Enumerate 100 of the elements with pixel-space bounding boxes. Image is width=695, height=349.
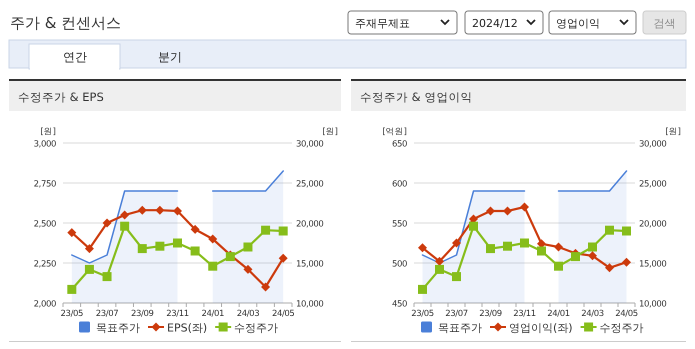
y2-tick-label: 25,000: [639, 180, 666, 190]
point: [84, 264, 94, 274]
x-tick-label: 23/09: [131, 309, 154, 319]
y2-tick-label: 20,000: [296, 220, 324, 230]
text: 검색: [654, 17, 676, 30]
y2-tick-label: 25,000: [296, 180, 324, 190]
point: [486, 206, 495, 216]
point: [605, 226, 614, 235]
y-tick-label: 500: [392, 260, 407, 270]
point: [452, 238, 461, 248]
point: [520, 238, 529, 248]
y2-axis-title: [원]: [322, 127, 338, 137]
point: [554, 242, 563, 252]
chart-title: 수정주가 & 영업이익: [360, 90, 472, 104]
point: [190, 224, 200, 234]
point: [503, 206, 512, 216]
y-tick-label: 2,250: [34, 260, 56, 270]
x-tick-label: 23/05: [60, 309, 84, 319]
x-tick-label: 24/05: [615, 309, 638, 319]
y2-tick-label: 15,000: [639, 260, 666, 270]
y2-tick-label: 15,000: [296, 260, 324, 270]
point: [261, 226, 270, 235]
point: [138, 206, 147, 215]
point: [120, 222, 130, 231]
point: [486, 244, 495, 254]
y-tick-label: 2,750: [34, 180, 56, 190]
point: [208, 234, 218, 244]
x-tick-label: 24/05: [272, 309, 294, 319]
x-tick-label: 23/11: [513, 309, 536, 319]
point: [155, 242, 164, 251]
point: [102, 218, 112, 228]
point: [571, 252, 580, 262]
x-tick-label: 23/09: [479, 309, 502, 319]
x-tick-label: 24/03: [581, 309, 604, 319]
point: [120, 210, 130, 220]
text: 분기: [158, 50, 182, 64]
point: [243, 242, 252, 252]
legend-label: 목표주가: [438, 322, 482, 334]
x-tick-label: 24/01: [201, 309, 224, 319]
point: [84, 244, 94, 254]
point: [278, 226, 288, 236]
point: [435, 256, 444, 266]
chart-title: 수정주가 & EPS: [18, 90, 104, 104]
point: [418, 243, 427, 252]
x-tick-label: 24/03: [236, 309, 260, 319]
y2-tick-label: 30,000: [639, 140, 666, 150]
point: [190, 246, 200, 256]
point: [588, 242, 597, 252]
y-tick-label: 600: [392, 180, 407, 190]
point: [173, 238, 182, 248]
point: [261, 282, 270, 292]
text: 연간: [63, 50, 87, 64]
y-tick-label: 650: [392, 140, 407, 150]
point: [67, 228, 76, 238]
point: [520, 202, 529, 212]
legend-label: 수정주가: [600, 322, 644, 334]
x-tick-label: 23/07: [96, 309, 118, 319]
point: [278, 254, 288, 263]
x-tick-label: 24/01: [547, 309, 570, 319]
y2-axis-title: [원]: [665, 127, 681, 137]
point: [102, 272, 112, 282]
point: [173, 206, 182, 216]
y-axis-title: [원]: [40, 127, 56, 137]
legend-label: 수정주가: [234, 322, 278, 334]
point: [622, 226, 631, 236]
point: [138, 244, 147, 254]
point: [243, 264, 252, 274]
y2-tick-label: 30,000: [296, 140, 324, 150]
y-tick-label: 450: [392, 300, 407, 310]
x-tick-label: 23/07: [445, 309, 468, 319]
point: [469, 222, 478, 231]
y2-tick-label: 10,000: [639, 300, 666, 310]
y-tick-label: 550: [392, 220, 407, 230]
y-tick-label: 2,000: [34, 300, 56, 310]
point: [503, 242, 512, 251]
point: [588, 251, 597, 260]
x-tick-label: 23/11: [166, 309, 189, 319]
point: [537, 246, 546, 256]
y2-tick-label: 20,000: [639, 220, 666, 230]
point: [155, 206, 164, 215]
text: 영업이익: [556, 17, 600, 30]
y2-tick-label: 10,000: [296, 300, 324, 310]
point: [208, 262, 218, 271]
point: [418, 284, 427, 294]
y-tick-label: 2,500: [34, 220, 56, 230]
y-axis-title: [억원]: [382, 127, 407, 137]
point: [622, 258, 631, 267]
point: [554, 262, 563, 271]
y-tick-label: 3,000: [34, 140, 56, 150]
point: [67, 284, 76, 294]
text: 주가 & 컨센서스: [10, 14, 122, 32]
point: [435, 264, 444, 274]
text: 2024/12: [472, 17, 518, 30]
text: 주재무제표: [355, 17, 410, 30]
point: [452, 272, 461, 282]
legend-label: 영업이익(좌): [509, 322, 573, 334]
legend-label: EPS(좌): [167, 322, 208, 334]
x-tick-label: 23/05: [411, 309, 434, 319]
point: [605, 263, 614, 272]
legend-label: 목표주가: [96, 322, 140, 334]
